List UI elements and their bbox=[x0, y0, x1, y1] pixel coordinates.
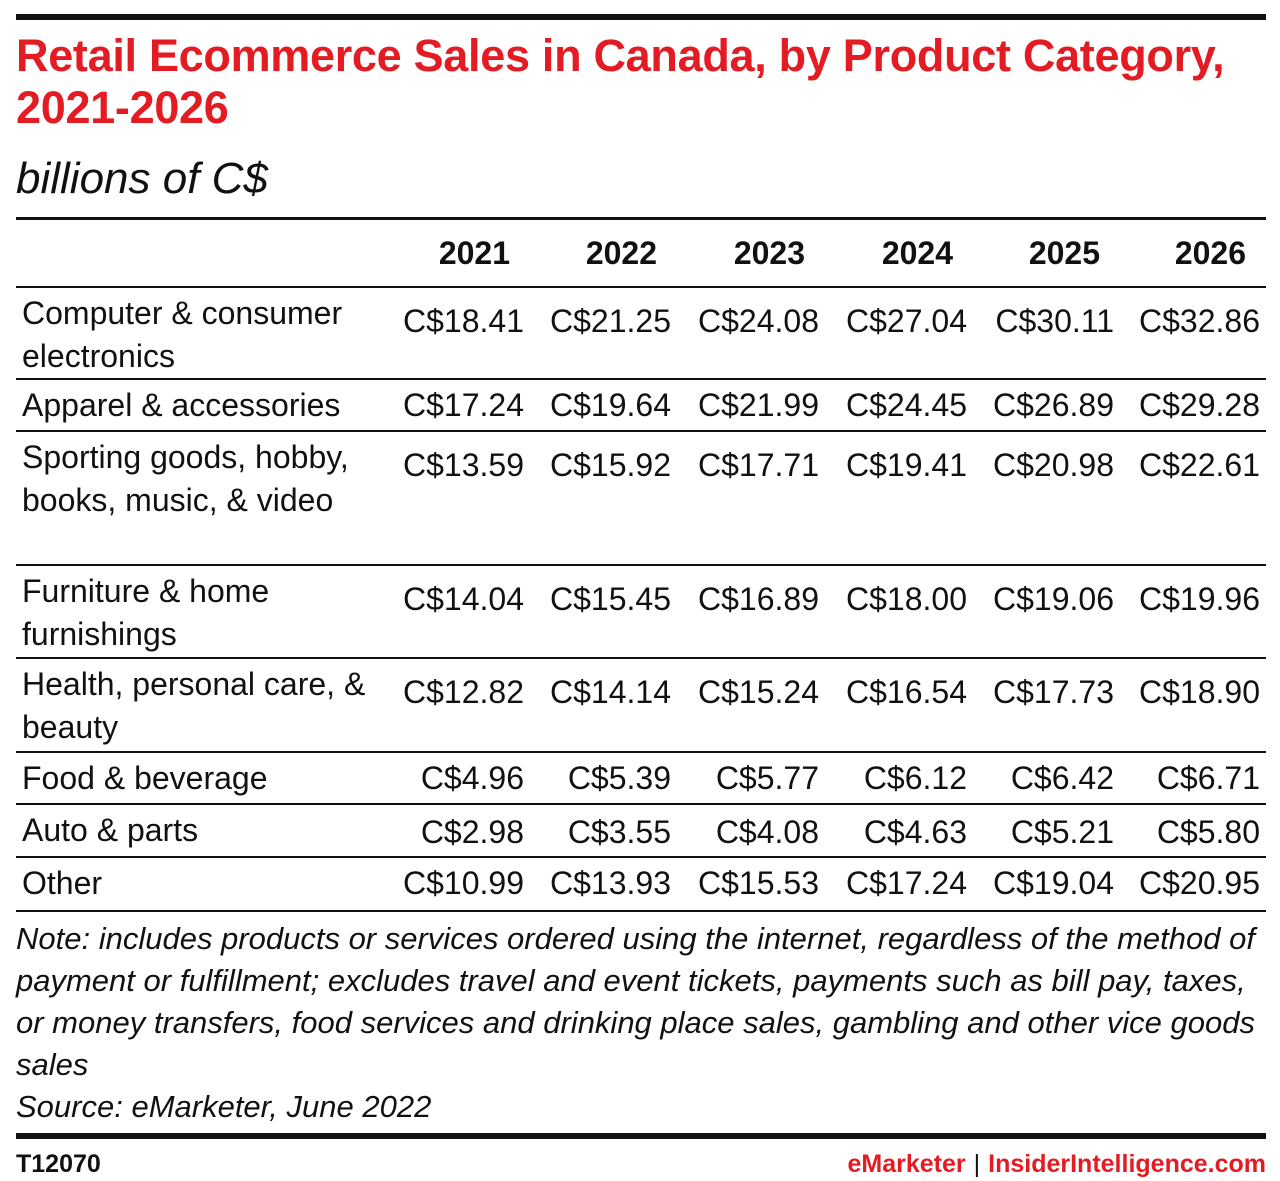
data-cell: C$17.24 bbox=[825, 857, 973, 912]
data-cell: C$14.04 bbox=[382, 565, 530, 659]
header-row: 2021 2022 2023 2024 2025 2026 bbox=[16, 220, 1266, 288]
table-row: Furniture & home furnishings C$14.04 C$1… bbox=[16, 565, 1266, 659]
column-header: 2026 bbox=[1120, 220, 1266, 288]
data-cell: C$3.55 bbox=[530, 804, 677, 858]
data-cell: C$16.89 bbox=[677, 565, 825, 659]
data-cell: C$20.95 bbox=[1120, 857, 1266, 912]
data-cell: C$15.53 bbox=[677, 857, 825, 912]
top-rule bbox=[16, 14, 1266, 20]
table-row: Food & beverage C$4.96 C$5.39 C$5.77 C$6… bbox=[16, 752, 1266, 805]
data-cell: C$4.96 bbox=[382, 752, 530, 805]
data-cell: C$22.61 bbox=[1120, 431, 1266, 566]
data-cell: C$13.59 bbox=[382, 431, 530, 566]
corner-cell bbox=[16, 220, 382, 288]
data-cell: C$24.45 bbox=[825, 379, 973, 432]
data-cell: C$16.54 bbox=[825, 658, 973, 753]
category-label: Health, personal care, & beauty bbox=[16, 658, 382, 753]
brand-footer: eMarketer | InsiderIntelligence.com bbox=[848, 1148, 1267, 1180]
data-cell: C$13.93 bbox=[530, 857, 677, 912]
data-cell: C$14.14 bbox=[530, 658, 677, 753]
data-table: 2021 2022 2023 2024 2025 2026 Computer &… bbox=[16, 220, 1266, 912]
data-cell: C$20.98 bbox=[973, 431, 1120, 566]
category-label: Other bbox=[16, 857, 382, 912]
data-cell: C$21.25 bbox=[530, 287, 677, 380]
table-row: Other C$10.99 C$13.93 C$15.53 C$17.24 C$… bbox=[16, 857, 1266, 912]
data-cell: C$15.45 bbox=[530, 565, 677, 659]
data-cell: C$4.63 bbox=[825, 804, 973, 858]
header-rule bbox=[16, 217, 1266, 220]
column-header: 2024 bbox=[825, 220, 973, 288]
data-cell: C$6.12 bbox=[825, 752, 973, 805]
data-cell: C$19.41 bbox=[825, 431, 973, 566]
table-row: Auto & parts C$2.98 C$3.55 C$4.08 C$4.63… bbox=[16, 804, 1266, 858]
chart-note: Note: includes products or services orde… bbox=[16, 921, 1255, 1082]
data-cell: C$30.11 bbox=[973, 287, 1120, 380]
bottom-rule bbox=[16, 1133, 1266, 1139]
column-header: 2022 bbox=[530, 220, 677, 288]
category-label: Computer & consumer electronics bbox=[16, 287, 382, 380]
data-cell: C$12.82 bbox=[382, 658, 530, 753]
category-label: Auto & parts bbox=[16, 804, 382, 858]
chart-title: Retail Ecommerce Sales in Canada, by Pro… bbox=[16, 30, 1225, 133]
chart-id: T12070 bbox=[16, 1150, 101, 1178]
chart-subtitle: billions of C$ bbox=[16, 154, 268, 203]
data-cell: C$26.89 bbox=[973, 379, 1120, 432]
data-cell: C$19.96 bbox=[1120, 565, 1266, 659]
category-label: Sporting goods, hobby, books, music, & v… bbox=[16, 431, 382, 566]
data-cell: C$15.24 bbox=[677, 658, 825, 753]
data-cell: C$24.08 bbox=[677, 287, 825, 380]
brand-separator: | bbox=[973, 1150, 981, 1178]
column-header: 2021 bbox=[382, 220, 530, 288]
data-cell: C$5.77 bbox=[677, 752, 825, 805]
data-cell: C$18.00 bbox=[825, 565, 973, 659]
data-cell: C$5.21 bbox=[973, 804, 1120, 858]
table-row: Sporting goods, hobby, books, music, & v… bbox=[16, 431, 1266, 566]
data-cell: C$17.71 bbox=[677, 431, 825, 566]
table-row: Apparel & accessories C$17.24 C$19.64 C$… bbox=[16, 379, 1266, 432]
brand-insider-intelligence: InsiderIntelligence.com bbox=[988, 1150, 1266, 1178]
data-cell: C$19.06 bbox=[973, 565, 1120, 659]
data-cell: C$15.92 bbox=[530, 431, 677, 566]
data-cell: C$19.64 bbox=[530, 379, 677, 432]
data-cell: C$4.08 bbox=[677, 804, 825, 858]
table-row: Computer & consumer electronics C$18.41 … bbox=[16, 287, 1266, 380]
data-cell: C$19.04 bbox=[973, 857, 1120, 912]
data-cell: C$6.42 bbox=[973, 752, 1120, 805]
data-cell: C$18.90 bbox=[1120, 658, 1266, 753]
category-label: Furniture & home furnishings bbox=[16, 565, 382, 659]
chart-source: Source: eMarketer, June 2022 bbox=[16, 1089, 432, 1124]
table-row: Health, personal care, & beauty C$12.82 … bbox=[16, 658, 1266, 753]
column-header: 2025 bbox=[973, 220, 1120, 288]
data-cell: C$27.04 bbox=[825, 287, 973, 380]
data-cell: C$32.86 bbox=[1120, 287, 1266, 380]
data-cell: C$5.39 bbox=[530, 752, 677, 805]
column-header: 2023 bbox=[677, 220, 825, 288]
category-label: Food & beverage bbox=[16, 752, 382, 805]
data-cell: C$17.24 bbox=[382, 379, 530, 432]
data-cell: C$5.80 bbox=[1120, 804, 1266, 858]
brand-emarketer: eMarketer bbox=[847, 1150, 966, 1178]
data-cell: C$18.41 bbox=[382, 287, 530, 380]
data-cell: C$29.28 bbox=[1120, 379, 1266, 432]
category-label: Apparel & accessories bbox=[16, 379, 382, 432]
data-cell: C$21.99 bbox=[677, 379, 825, 432]
data-cell: C$17.73 bbox=[973, 658, 1120, 753]
data-cell: C$10.99 bbox=[382, 857, 530, 912]
data-cell: C$6.71 bbox=[1120, 752, 1266, 805]
data-cell: C$2.98 bbox=[382, 804, 530, 858]
